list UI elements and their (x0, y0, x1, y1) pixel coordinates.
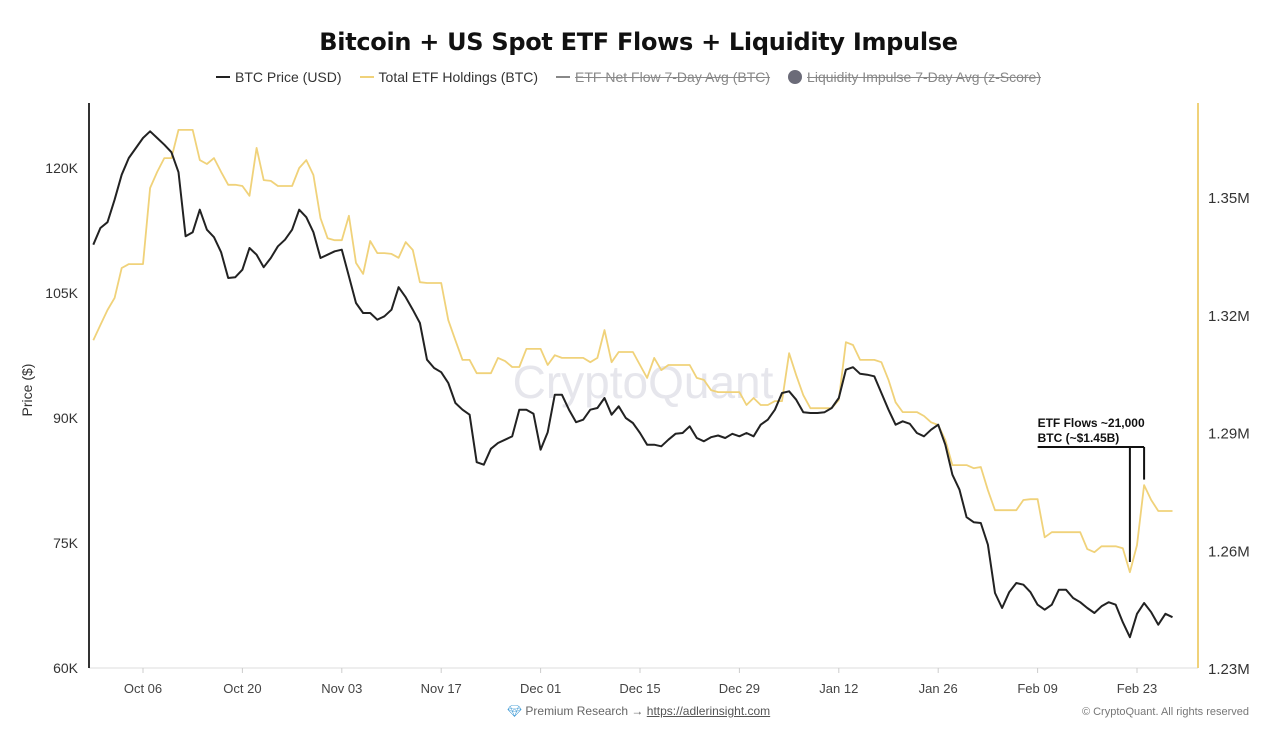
watermark: CryptoQuant (513, 356, 774, 408)
annotation-text: ETF Flows ~21,000 (1038, 416, 1145, 430)
promo-link[interactable]: https://adlerinsight.com (646, 704, 771, 718)
btc-price-line (92, 130, 1173, 639)
y-tick-label: 90K (53, 410, 79, 426)
legend-label: Liquidity Impulse 7-Day Avg (z-Score) (807, 69, 1041, 85)
x-tick-label: Feb 09 (1017, 681, 1057, 696)
x-tick-label: Jan 12 (819, 681, 858, 696)
x-tick-label: Nov 17 (421, 681, 462, 696)
legend-swatch-etf (359, 76, 374, 78)
legend-label: BTC Price (USD) (234, 69, 342, 85)
etf-holdings-line (92, 128, 1173, 574)
x-tick-label: Jan 26 (919, 681, 958, 696)
footer-promo: 💎︎ Premium Research → https://adlerinsig… (0, 704, 1277, 718)
legend-swatch-btc (215, 76, 230, 78)
copyright: © CryptoQuant. All rights reserved (1081, 706, 1249, 718)
legend-dot-liquidity (788, 70, 803, 84)
legend-item-btc-price[interactable]: BTC Price (USD) (215, 69, 342, 85)
legend-label: ETF Net Flow 7-Day Avg (BTC) (575, 69, 771, 85)
x-tick-label: Nov 03 (321, 681, 362, 696)
legend: BTC Price (USD) Total ETF Holdings (BTC)… (0, 69, 1267, 85)
x-tick-label: Oct 06 (124, 681, 162, 696)
x-tick-label: Oct 20 (223, 681, 261, 696)
x-tick-label: Dec 15 (619, 681, 660, 696)
legend-item-etf-net-flow[interactable]: ETF Net Flow 7-Day Avg (BTC) (556, 69, 770, 85)
y-right-tick-label: 1.35M (1208, 190, 1250, 207)
y-right-tick-label: 1.26M (1208, 543, 1250, 560)
legend-swatch-netflow (556, 76, 571, 78)
y-axis-title: Price ($) (19, 364, 35, 417)
annotation-text: BTC (~$1.45B) (1038, 431, 1120, 445)
legend-item-liquidity-impulse[interactable]: Liquidity Impulse 7-Day Avg (z-Score) (788, 69, 1041, 85)
y-tick-label: 105K (45, 285, 78, 301)
promo-text: Premium Research → (525, 704, 644, 718)
x-tick-label: Dec 01 (520, 681, 561, 696)
legend-label: Total ETF Holdings (BTC) (378, 69, 539, 85)
legend-item-etf-holdings[interactable]: Total ETF Holdings (BTC) (359, 69, 539, 85)
x-tick-label: Feb 23 (1117, 681, 1157, 696)
chart-title: Bitcoin + US Spot ETF Flows + Liquidity … (319, 28, 958, 56)
y-tick-label: 60K (53, 660, 79, 676)
y-right-tick-label: 1.29M (1208, 426, 1250, 443)
y-right-tick-label: 1.23M (1208, 661, 1250, 678)
y-tick-label: 75K (53, 535, 79, 551)
x-tick-label: Dec 29 (719, 681, 760, 696)
y-tick-label: 120K (45, 160, 78, 176)
diamond-icon: 💎︎ (506, 704, 523, 718)
y-right-tick-label: 1.32M (1208, 308, 1250, 325)
